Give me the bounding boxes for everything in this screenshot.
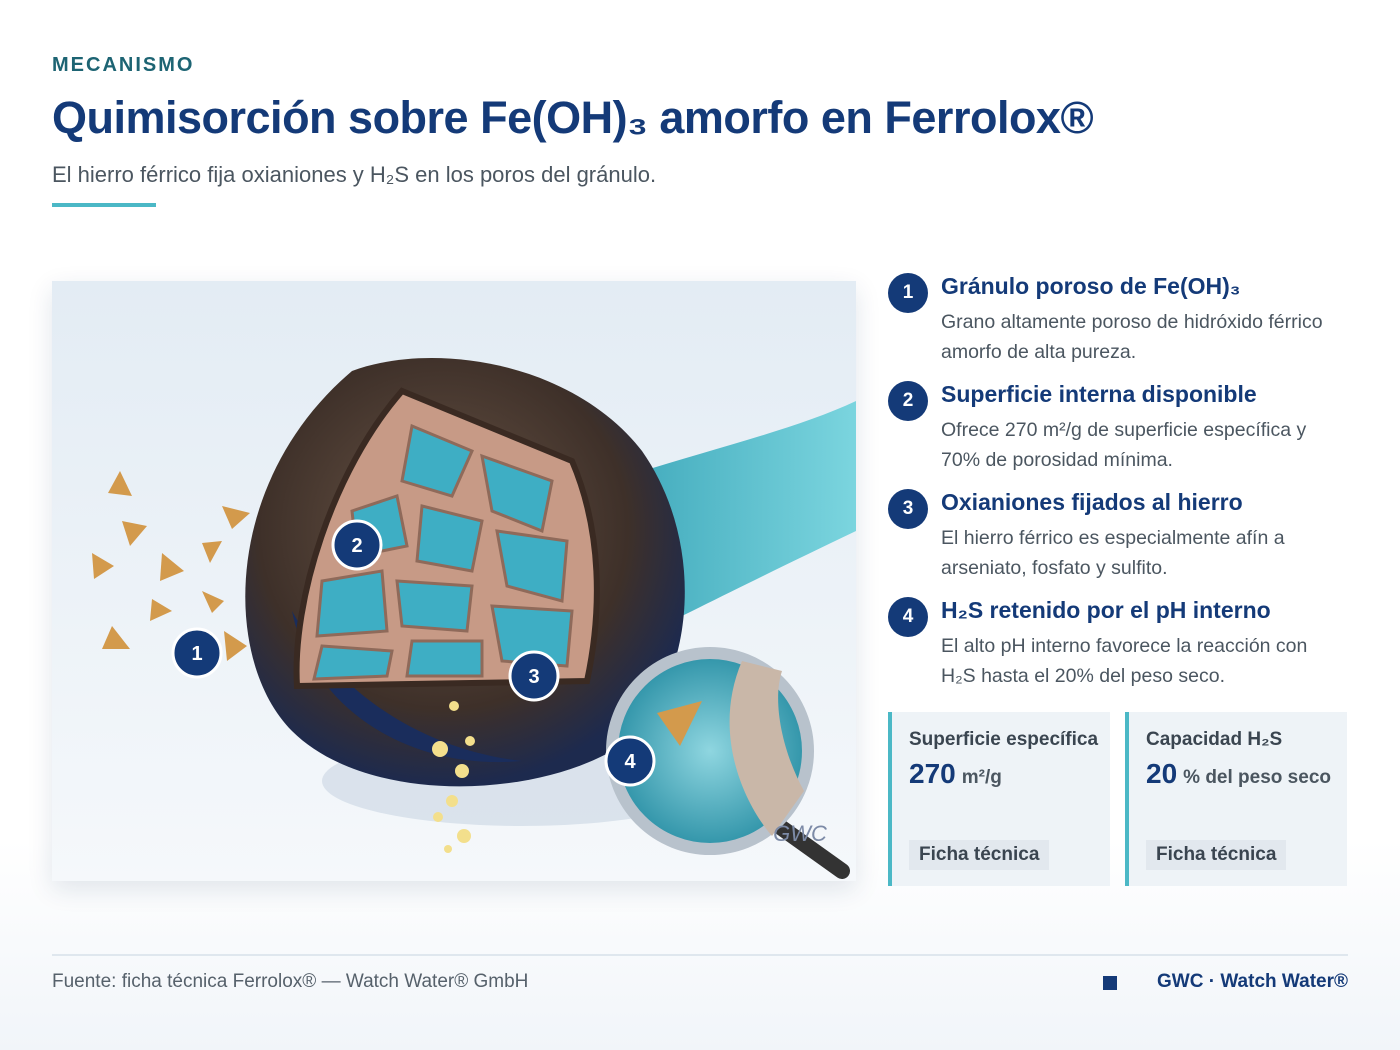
footer-rule: [52, 954, 1348, 956]
step-number: 1: [888, 273, 928, 313]
step: 3 Oxianiones fijados al hierro El hierro f…: [888, 489, 1348, 589]
brand-square: [1103, 976, 1117, 990]
stat-tag: Ficha técnica: [909, 840, 1050, 870]
subtitle: El hierro férrico fija oxianiones y H₂S …: [52, 162, 657, 187]
stat-label: Capacidad H₂S: [1146, 729, 1283, 750]
title: Quimisorción sobre Fe(OH)₃ amorfo en Fer…: [52, 92, 1094, 143]
step: 1 Gránulo poroso de Fe(OH)₃ Grano altament…: [888, 273, 1348, 373]
step-number: 3: [888, 489, 928, 529]
stat-value-line: 20% del peso seco: [1146, 760, 1336, 792]
source: Fuente: ficha técnica Ferrolox® — Watch …: [52, 971, 529, 992]
step: 4 H₂S retenido por el pH interno El alto p…: [888, 597, 1348, 697]
stat-value-line: 270 m²/g: [909, 760, 1099, 792]
step-title: H₂S retenido por el pH interno: [941, 597, 1271, 623]
step-number: 4: [888, 597, 928, 637]
step-text: El alto pH interno favorece la reacción …: [941, 635, 1308, 687]
stat-label: Superficie específica: [909, 729, 1099, 750]
stat-value: 20: [1146, 758, 1178, 789]
stat-tag: Ficha técnica: [1146, 840, 1287, 870]
step-text: Grano altamente poroso de hidróxido férr…: [941, 311, 1323, 363]
stat-block: Capacidad H₂S 20% del peso seco: [1146, 726, 1336, 792]
step-title: Superficie interna disponible: [941, 381, 1257, 407]
marker: 4: [624, 751, 636, 773]
step-title: Oxianiones fijados al hierro: [941, 489, 1243, 515]
step-text: El hierro férrico es especialmente afín …: [941, 527, 1285, 579]
marker: 3: [528, 666, 539, 688]
step: 2 Superficie interna disponible Ofrece 270…: [888, 381, 1348, 481]
accent-bar: [52, 203, 156, 207]
stat-block: Superficie específica 270 m²/g: [909, 726, 1099, 792]
eyebrow: MECANISMO: [52, 54, 195, 76]
marker: 1: [191, 643, 202, 665]
step-number: 2: [888, 381, 928, 421]
stat-card: Superficie específica 270 m²/g Ficha técnic…: [888, 712, 1110, 886]
watermark: GWC: [773, 821, 827, 846]
step-title: Gránulo poroso de Fe(OH)₃: [941, 273, 1241, 299]
step-text: Ofrece 270 m²/g de superficie específica…: [941, 419, 1307, 471]
stat-unit: m²/g: [961, 767, 1002, 788]
marker: 2: [351, 535, 362, 557]
brand: GWC · Watch Water®: [1157, 971, 1348, 992]
illustration: GWC 1 2 3 4: [52, 281, 856, 881]
stat-card: Capacidad H₂S 20% del peso seco Ficha técn…: [1125, 712, 1347, 886]
markers: 1 2 3 4: [171, 519, 656, 787]
stat-value: 270: [909, 758, 956, 789]
stat-unit: % del peso seco: [1183, 767, 1331, 788]
